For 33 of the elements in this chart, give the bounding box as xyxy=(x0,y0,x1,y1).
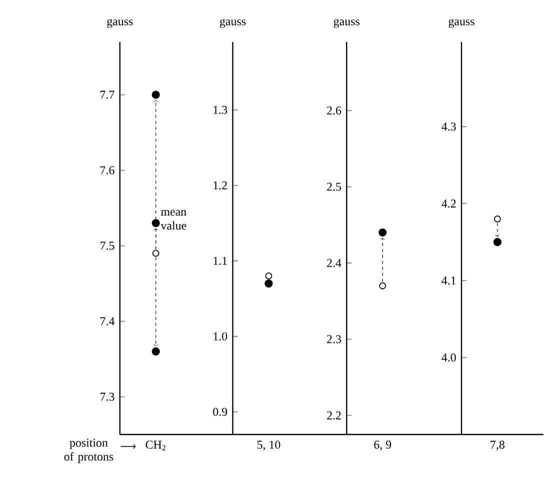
x-tick-label: CH$_{2}$ xyxy=(146,440,166,450)
y-tick-label: 2.6 xyxy=(327,106,342,114)
y-axis-title: gauss xyxy=(334,18,360,28)
x-tick-label: 6, 9 xyxy=(374,440,392,450)
y-tick-label: 1.2 xyxy=(214,181,227,190)
y-tick-label: 2.4 xyxy=(327,258,342,267)
y-axis-title: gauss xyxy=(107,18,133,28)
y-tick-label: 4.1 xyxy=(442,276,456,284)
y-tick-label: 4.0 xyxy=(442,353,456,362)
y-tick-label: 1.0 xyxy=(214,332,228,340)
y-tick-label: 4.2 xyxy=(442,199,456,208)
x-tick-label: 7,8 xyxy=(490,440,504,450)
point xyxy=(152,90,160,99)
y-tick-label: 7.4 xyxy=(100,317,115,326)
y-tick-label: 2.5 xyxy=(327,182,341,191)
point xyxy=(152,347,160,356)
y-tick-label: 7.6 xyxy=(100,166,114,174)
y-tick-label: 4.3 xyxy=(442,122,456,130)
x-tick-label: 5, 10 xyxy=(257,440,280,450)
y-tick-label: 7.7 xyxy=(100,90,114,99)
annotation: mean value xyxy=(160,210,186,230)
y-axis-title: gauss xyxy=(448,18,474,28)
point xyxy=(152,218,160,227)
x-axis-title: position of protons xyxy=(64,438,114,463)
y-axis-title: gauss xyxy=(220,18,246,28)
y-tick-label: 2.2 xyxy=(327,411,341,420)
point xyxy=(152,250,160,257)
y-tick-label: 0.9 xyxy=(213,408,228,416)
y-tick-label: 7.5 xyxy=(100,242,114,250)
y-tick-label: 1.1 xyxy=(214,256,227,265)
y-tick-label: 2.3 xyxy=(327,334,341,344)
y-tick-label: 7.3 xyxy=(100,392,114,401)
y-tick-label: 1.3 xyxy=(214,106,228,114)
